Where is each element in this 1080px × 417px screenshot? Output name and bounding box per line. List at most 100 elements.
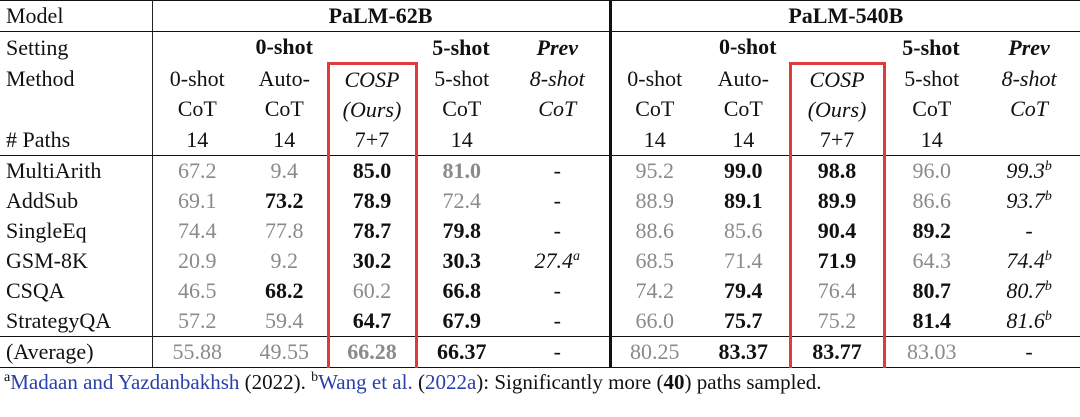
- table-cell: 78.9: [326, 186, 418, 216]
- table-cell: 99.0: [724, 158, 763, 183]
- table-cell: -: [553, 278, 561, 303]
- table-row: CSQA 46.5 68.2 60.2 66.8-74.2 79.4 76.4 80.7 80.…: [0, 276, 1080, 306]
- table-row: Setting 0-shot 5-shot Prev 0-shot 5-shot Prev: [0, 31, 1080, 64]
- table-cell: 72.4: [442, 188, 482, 213]
- footnote-mark: a: [573, 249, 581, 264]
- table-row: MultiArith 67.2 9.4 85.0 81.0 - 95.2 99.0 98.8 96…: [0, 155, 1080, 186]
- footnote: aMadaan and Yazdanbakhsh (2022). bWang e…: [0, 368, 1080, 396]
- table-cell: MultiArith: [0, 155, 153, 186]
- footnote-bold: 40: [663, 370, 685, 394]
- table-cell: PaLM-540B: [608, 0, 1080, 32]
- table-cell: 78.7: [326, 216, 418, 246]
- table-cell: COSP (Ours): [788, 62, 886, 125]
- table-cell: -: [978, 336, 1080, 368]
- method-line: 5-shot: [434, 66, 490, 92]
- table-cell: CSQA: [0, 276, 153, 306]
- table-cell: Prev: [1008, 34, 1050, 60]
- table-cell: 68.2: [265, 278, 304, 303]
- method-line: 8-shot: [529, 66, 585, 92]
- table-cell: 80.7: [912, 278, 952, 303]
- table-cell: 9.2: [270, 248, 299, 273]
- footnote-mark: b: [1044, 159, 1052, 174]
- table-cell: 30.2: [326, 246, 418, 276]
- method-line: CoT: [177, 96, 217, 122]
- table-row: (Average) 55.88 49.55 66.28 66.37-80.25 83.37…: [0, 336, 1080, 368]
- cell-value: 74.4: [1006, 248, 1045, 273]
- table-cell: 68.5: [608, 246, 699, 276]
- method-line: CoT: [723, 96, 763, 122]
- table-cell: 64.3: [912, 248, 952, 273]
- table-cell: 88.9: [608, 186, 699, 216]
- footnote-mark: b: [1044, 309, 1052, 324]
- table-cell: 8-shot CoT: [506, 64, 610, 126]
- table-cell: 74.2: [608, 276, 699, 306]
- table-row: AddSub 69.1 73.2 78.9 72.4 - 88.9 89.1 89.9 86.6 9…: [0, 186, 1080, 216]
- method-line: CoT: [1010, 96, 1049, 122]
- table-cell: 85.0: [326, 155, 418, 186]
- table-row: Model PaLM-62B PaLM-540B: [0, 0, 1080, 32]
- table-cell: 66.8: [442, 278, 482, 303]
- table-cell: 75.2: [788, 306, 886, 337]
- table-cell: Auto- CoT: [698, 64, 790, 126]
- table-row: GSM-8K 20.9 9.2 30.2 30.3 27.4a 68.5 71.4 71.9 64…: [0, 246, 1080, 276]
- table-cell: 67.2: [178, 158, 217, 183]
- table-cell: 0-shot CoT: [152, 64, 242, 126]
- table-cell: 88.6: [608, 216, 699, 246]
- footnote-mark: b: [1044, 189, 1052, 204]
- table-cell: 0-shot: [255, 34, 313, 59]
- table-row: StrategyQA 57.2 59.4 64.7 67.9 - 66.0 75.7 75.2 8…: [0, 306, 1080, 337]
- table-cell: 74.4: [178, 218, 217, 243]
- method-line: 0-shot: [627, 66, 683, 92]
- table-cell: Setting: [0, 31, 153, 64]
- table-cell: 46.5: [178, 278, 217, 303]
- table-cell: 80.7b: [978, 276, 1080, 306]
- method-line: CoT: [635, 96, 675, 122]
- table-cell: 14: [608, 125, 699, 156]
- table-cell: 67.9: [442, 308, 482, 333]
- method-line: CoT: [538, 96, 577, 122]
- table-cell: -: [553, 218, 561, 243]
- table-cell: 8-shot CoT: [978, 64, 1080, 126]
- footnote-mark: b: [1044, 249, 1052, 264]
- table-cell: 57.2: [178, 308, 217, 333]
- table-cell: 49.55: [242, 336, 328, 368]
- citation-link: Madaan and Yazdanbakhsh: [10, 370, 240, 394]
- cell-value: 80.7: [1006, 278, 1045, 303]
- table-cell: 27.4a: [506, 246, 610, 276]
- table-cell: 14: [242, 125, 328, 156]
- table-cell: 7+7: [326, 125, 418, 156]
- table-cell: 60.2: [326, 276, 418, 306]
- table-cell: 83.03: [884, 336, 979, 368]
- footnote-text: (: [412, 370, 425, 394]
- method-line: (Ours): [807, 97, 867, 122]
- table-cell: 98.8: [788, 155, 886, 186]
- table-cell: 69.1: [178, 188, 217, 213]
- cell-value: 27.4: [534, 248, 574, 273]
- table-cell: Auto- CoT: [242, 64, 328, 126]
- table-cell: 96.0: [912, 158, 952, 183]
- footnote-text: (2022).: [239, 370, 312, 394]
- table-cell: 74.4b: [978, 246, 1080, 276]
- table-cell: 73.2: [265, 188, 304, 213]
- table-cell: 66.28: [326, 336, 418, 368]
- table-cell: Method: [0, 63, 153, 125]
- table-cell: -: [553, 158, 561, 183]
- citation-link: Wang et al.: [318, 370, 413, 394]
- table-cell: AddSub: [0, 186, 153, 216]
- table-cell: PaLM-62B: [152, 0, 611, 32]
- method-line: 8-shot: [1001, 66, 1057, 92]
- table-cell: StrategyQA: [0, 306, 153, 337]
- table-cell: -: [553, 308, 561, 333]
- table-cell: 55.88: [152, 336, 242, 368]
- cell-value: 81.6: [1006, 308, 1045, 333]
- footnote-mark: b: [1044, 279, 1052, 294]
- cell-value: 99.3: [1006, 158, 1045, 183]
- table-cell: 5-shot: [902, 34, 960, 60]
- table-cell: [978, 125, 1080, 156]
- table-cell: 30.3: [442, 248, 482, 273]
- table-cell: 9.4: [270, 158, 299, 183]
- table-cell: 86.6: [912, 188, 952, 213]
- table-cell: -: [506, 336, 611, 368]
- table-cell: 66.0: [608, 306, 699, 337]
